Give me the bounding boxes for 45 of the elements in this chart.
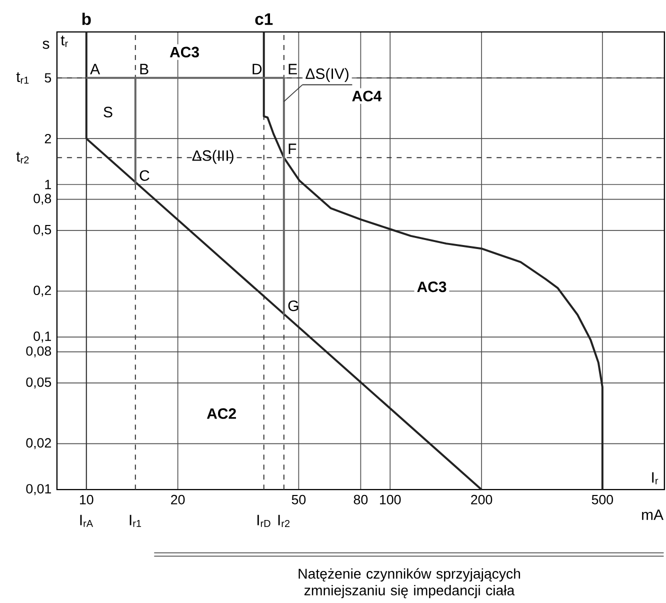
annotation: A <box>90 64 100 74</box>
y-tick-label: 0,05 <box>26 377 52 388</box>
text: s <box>42 40 50 49</box>
y-axis-title: t$_{r}$ <box>60 36 68 47</box>
y-tick-label: 0,01 <box>26 484 51 495</box>
x-axis-title: I$_{r}$ <box>652 472 658 484</box>
annotation: E <box>288 64 297 74</box>
ref-line-label: t$_{r2}$ <box>16 152 29 164</box>
ref-line-label: I$_{r2}$ <box>278 514 290 527</box>
ref-line-label: I$_{rD}$ <box>257 514 270 527</box>
y-tick-label: 0,5 <box>34 224 52 236</box>
annotation: ΔS(IV) <box>306 68 348 82</box>
annotation: AC3 <box>170 46 199 58</box>
series-label: b <box>82 12 91 25</box>
annotation: C <box>140 170 150 181</box>
ref-line-label: t$_{r1}$ <box>16 72 29 84</box>
annotation: AC2 <box>206 408 236 419</box>
y-tick-label: 0,8 <box>34 194 52 205</box>
y-tick-label: 0,08 <box>26 346 52 358</box>
annotation: AC4 <box>352 90 382 102</box>
text: Natężenie czynników sprzyjających zmniejszaniu się impedancji ciała <box>298 568 520 598</box>
y-tick-label: 1 <box>45 180 51 189</box>
x-tick-label: 500 <box>592 494 614 504</box>
annotation: F <box>288 144 296 154</box>
y-tick-label: 2 <box>44 134 51 144</box>
annotation: B <box>140 64 148 74</box>
annotation: AC3 <box>417 281 446 292</box>
annotation: ΔS(III) <box>192 150 234 164</box>
y-tick-label: 0,02 <box>26 438 51 450</box>
x-tick-label: 10 <box>80 494 94 504</box>
x-tick-label: 200 <box>471 494 492 504</box>
x-tick-label: 100 <box>380 494 401 504</box>
annotation: D <box>252 64 262 74</box>
x-tick-label: 50 <box>292 494 306 504</box>
x-tick-label: 20 <box>171 494 185 504</box>
y-tick-label: 0,2 <box>34 286 51 297</box>
ref-line-label: I$_{rA}$ <box>80 514 94 527</box>
y-tick-label: 5 <box>44 73 52 82</box>
text: mA <box>642 509 664 520</box>
ref-line-label: I$_{r1}$ <box>130 514 142 527</box>
y-tick-label: 0,1 <box>34 331 51 342</box>
series-label: c1 <box>255 13 273 25</box>
annotation: S <box>104 106 112 118</box>
x-tick-label: 80 <box>354 494 368 504</box>
annotation: G <box>288 300 298 312</box>
